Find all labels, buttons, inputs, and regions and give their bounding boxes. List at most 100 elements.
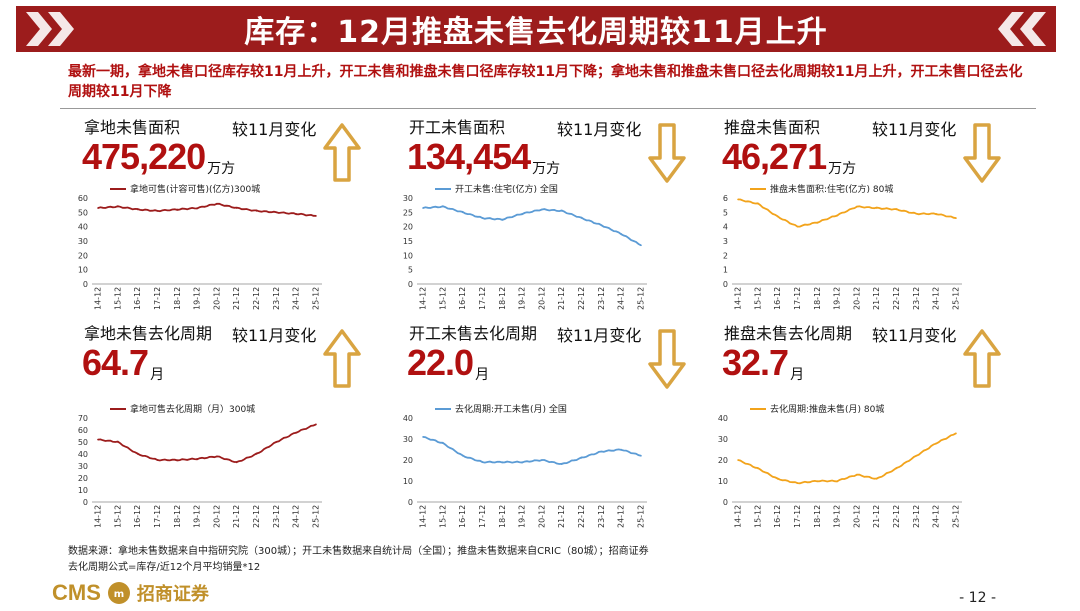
- chevron-right-decoration-icon: [998, 12, 1046, 46]
- line-chart: 拿地可售(计容可售)(亿方)300城 0 10 20 30 40 50 60 14-12 15-1…: [78, 184, 322, 310]
- data-point: [757, 202, 759, 205]
- y-tick-label: 50: [78, 208, 88, 217]
- legend-label: 去化周期:开工未售(月) 全国: [455, 404, 567, 415]
- data-point: [836, 480, 838, 482]
- data-point: [196, 458, 198, 460]
- x-tick-label: 21-12: [872, 287, 881, 310]
- logo-cms-text: CMS: [52, 580, 101, 605]
- y-tick-label: 20: [403, 223, 413, 232]
- x-tick-label: 14-12: [734, 287, 743, 310]
- data-point: [620, 448, 622, 451]
- x-tick-label: 22-12: [892, 505, 901, 528]
- y-tick-label: 4: [723, 223, 728, 232]
- y-tick-label: 5: [408, 266, 413, 275]
- x-tick-label: 18-12: [813, 505, 822, 528]
- panel-unit: 月: [150, 367, 165, 383]
- panel-change-label: 较11月变化: [232, 120, 317, 139]
- panel-5: 开工未售去化周期 较11月变化 22.0 月去化周期:开工未售(月) 全国 0 10 20 3…: [385, 318, 695, 528]
- data-point: [196, 207, 198, 209]
- y-tick-label: 10: [78, 486, 88, 495]
- x-tick-label: 15-12: [438, 287, 447, 310]
- x-tick-label: 23-12: [272, 505, 281, 528]
- data-point: [856, 205, 858, 208]
- data-point: [481, 461, 484, 463]
- x-tick-label: 18-12: [498, 505, 507, 528]
- x-tick-label: 23-12: [597, 505, 606, 528]
- y-tick-label: 6: [723, 194, 728, 203]
- panel-title: 推盘未售面积: [724, 118, 821, 137]
- data-point: [600, 450, 603, 453]
- x-tick-label: 15-12: [113, 287, 122, 310]
- title-banner: 库存：12月推盘未售去化周期较11月上升: [16, 6, 1056, 52]
- data-point: [315, 423, 317, 426]
- y-tick-label: 3: [723, 237, 728, 246]
- panel-6: 推盘未售去化周期 较11月变化 32.7 月去化周期:推盘未售(月) 80城 0 10 20…: [700, 318, 1010, 528]
- data-point: [640, 244, 642, 247]
- data-point: [955, 432, 957, 435]
- up-arrow-icon: [323, 123, 361, 182]
- line-chart: 推盘未售面积:住宅(亿方) 80城 0 1 2 3 4 5 6 14-12 15-12 16-12 1…: [723, 184, 962, 310]
- summary-text: 最新一期，拿地未售口径库存较11月上升，开工未售和推盘未售口径库存较11月下降；…: [68, 64, 1023, 100]
- x-tick-label: 14-12: [734, 505, 743, 528]
- x-tick-label: 18-12: [498, 287, 507, 310]
- y-tick-label: 20: [403, 456, 413, 465]
- data-point: [620, 233, 622, 235]
- data-point: [816, 221, 819, 224]
- x-tick-label: 16-12: [773, 287, 782, 310]
- panel-title: 开工未售去化周期: [409, 324, 538, 343]
- x-tick-label: 21-12: [872, 505, 881, 528]
- data-point: [501, 218, 504, 221]
- y-tick-label: 10: [718, 477, 728, 486]
- x-tick-label: 15-12: [113, 505, 122, 528]
- data-point: [560, 463, 563, 465]
- x-tick-label: 14-12: [94, 505, 103, 528]
- y-tick-label: 70: [78, 414, 88, 423]
- x-tick-label: 21-12: [232, 287, 241, 310]
- data-point: [156, 210, 159, 212]
- x-tick-label: 19-12: [518, 505, 527, 528]
- panel-unit: 万方: [532, 161, 561, 177]
- panel-value: 134,454: [407, 136, 531, 177]
- panel-change-label: 较11月变化: [557, 120, 642, 139]
- y-tick-label: 30: [403, 435, 413, 444]
- x-tick-label: 22-12: [577, 505, 586, 528]
- data-point: [935, 212, 937, 215]
- panel-change-label: 较11月变化: [557, 326, 642, 345]
- data-point: [97, 438, 99, 441]
- company-logo: CMS m 招商证券: [52, 580, 209, 606]
- down-arrow-icon: [963, 123, 1001, 183]
- data-point: [915, 455, 918, 457]
- data-point: [836, 214, 838, 216]
- legend-label: 拿地可售去化周期（月）300城: [130, 404, 255, 415]
- x-tick-label: 23-12: [912, 505, 921, 528]
- panel-unit: 月: [475, 367, 490, 383]
- y-tick-label: 0: [723, 498, 728, 507]
- data-point: [156, 459, 159, 461]
- page-title: 库存：12月推盘未售去化周期较11月上升: [244, 15, 828, 50]
- y-tick-label: 0: [723, 280, 728, 289]
- data-point: [97, 207, 99, 209]
- y-tick-label: 40: [718, 414, 728, 423]
- y-tick-label: 15: [403, 237, 413, 246]
- data-point: [640, 455, 642, 457]
- data-point: [915, 212, 918, 215]
- data-point: [422, 436, 424, 438]
- y-tick-label: 40: [78, 223, 88, 232]
- x-tick-label: 16-12: [133, 287, 142, 310]
- data-point: [176, 459, 179, 461]
- line-chart: 开工未售:住宅(亿方) 全国 0 5 10 15 20 25 30 14-12 15-12 16-1…: [403, 184, 647, 310]
- data-point: [580, 457, 583, 459]
- logo-name-text: 招商证券: [136, 584, 209, 605]
- x-tick-label: 14-12: [419, 287, 428, 310]
- x-tick-label: 19-12: [193, 505, 202, 528]
- data-point: [461, 455, 464, 457]
- x-tick-label: 20-12: [852, 505, 861, 528]
- line-chart: 拿地可售去化周期（月）300城 0 10 20 30 40 50 60 70 14-12 15-12…: [78, 404, 322, 528]
- x-tick-label: 20-12: [212, 505, 221, 528]
- x-tick-label: 25-12: [952, 287, 961, 310]
- down-arrow-icon: [648, 123, 686, 183]
- panel-value: 475,220: [82, 136, 206, 177]
- data-point: [216, 455, 218, 458]
- y-tick-label: 0: [408, 280, 413, 289]
- data-point: [295, 212, 297, 215]
